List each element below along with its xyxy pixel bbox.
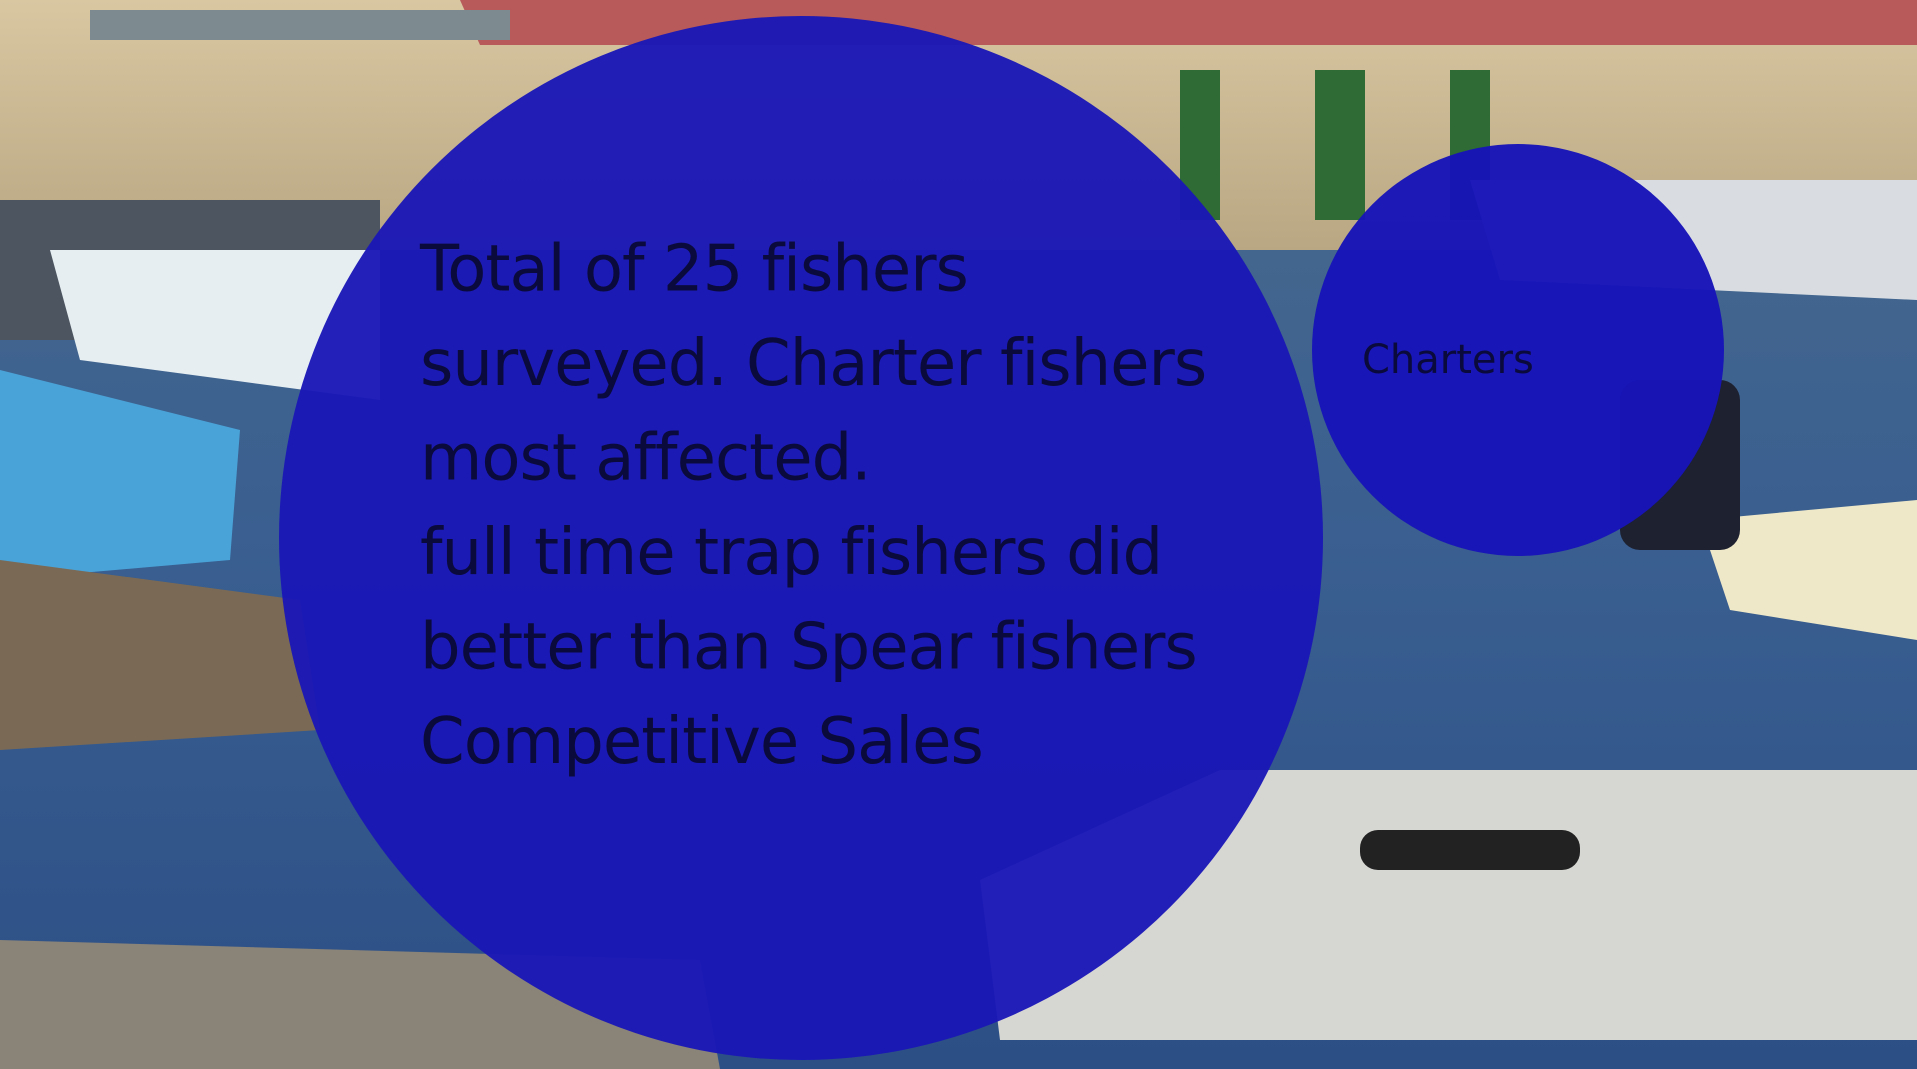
page: Total of 25 fishers surveyed. Charter fis…: [0, 0, 1917, 1069]
main-text-line: surveyed. Charter fishers: [420, 327, 1206, 401]
main-text-line: better than Spear fishers: [420, 611, 1197, 685]
skiff-tank: [1360, 830, 1580, 870]
slide: Total of 25 fishers surveyed. Charter fis…: [0, 0, 1917, 1069]
main-text-line: full time trap fishers did: [420, 516, 1162, 590]
main-text-line: Total of 25 fishers: [419, 233, 968, 307]
side-label: Charters: [1362, 337, 1534, 383]
main-text-line: Competitive Sales: [420, 705, 983, 779]
main-text-line: most affected.: [420, 422, 871, 496]
roof-grey: [90, 10, 510, 40]
door: [1315, 70, 1365, 220]
